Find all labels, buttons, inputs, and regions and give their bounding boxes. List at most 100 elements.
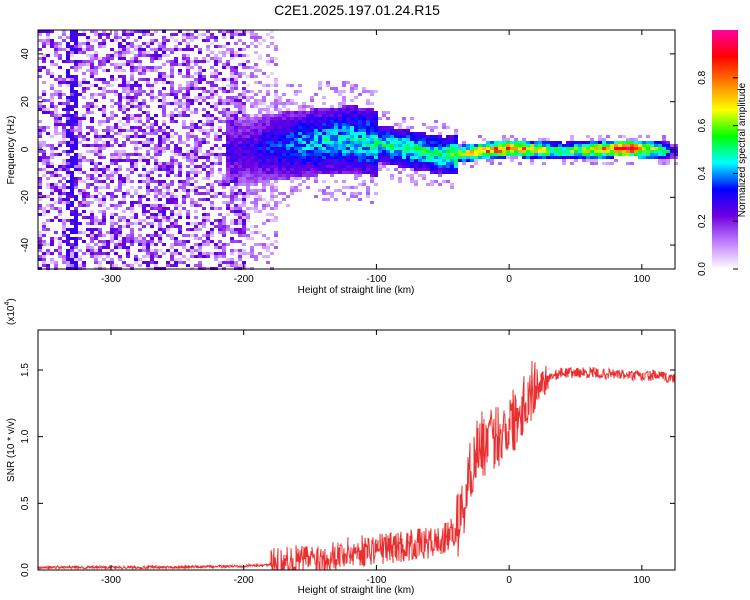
heatmap-cell — [342, 84, 346, 87]
heatmap-cell — [318, 111, 322, 114]
heatmap-cell — [58, 168, 62, 171]
heatmap-cell — [214, 156, 218, 159]
heatmap-cell — [170, 117, 174, 120]
heatmap-cell — [134, 141, 138, 144]
heatmap-cell — [598, 153, 602, 156]
heatmap-cell — [50, 186, 54, 189]
heatmap-cell — [170, 213, 174, 216]
heatmap-cell — [94, 144, 98, 147]
heatmap-cell — [326, 111, 330, 114]
heatmap-cell — [350, 144, 354, 147]
heatmap-cell — [206, 117, 210, 120]
heatmap-cell — [262, 138, 266, 141]
heatmap-cell — [126, 138, 130, 141]
heatmap-cell — [142, 78, 146, 81]
heatmap-cell — [74, 237, 78, 240]
heatmap-cell — [206, 237, 210, 240]
heatmap-cell — [650, 153, 654, 156]
heatmap-cell — [598, 141, 602, 144]
heatmap-cell — [170, 192, 174, 195]
heatmap-cell — [410, 177, 414, 180]
heatmap-cell — [358, 144, 362, 147]
heatmap-cell — [122, 84, 126, 87]
heatmap-cell — [62, 129, 66, 132]
heatmap-cell — [42, 159, 46, 162]
heatmap-cell — [218, 117, 222, 120]
heatmap-cell — [178, 147, 182, 150]
heatmap-cell — [346, 81, 350, 84]
heatmap-cell — [454, 132, 458, 135]
heatmap-cell — [130, 90, 134, 93]
heatmap-cell — [338, 135, 342, 138]
heatmap-cell — [214, 243, 218, 246]
heatmap-cell — [530, 153, 534, 156]
heatmap-cell — [198, 138, 202, 141]
heatmap-cell — [130, 114, 134, 117]
heatmap-cell — [270, 183, 274, 186]
heatmap-cell — [134, 135, 138, 138]
heatmap-cell — [398, 177, 402, 180]
heatmap-cell — [142, 195, 146, 198]
heatmap-cell — [178, 243, 182, 246]
heatmap-cell — [314, 144, 318, 147]
heatmap-cell — [286, 165, 290, 168]
heatmap-cell — [222, 108, 226, 111]
heatmap-cell — [378, 162, 382, 165]
heatmap-cell — [138, 90, 142, 93]
heatmap-cell — [186, 210, 190, 213]
heatmap-cell — [238, 135, 242, 138]
heatmap-cell — [186, 36, 190, 39]
heatmap-cell — [270, 144, 274, 147]
heatmap-cell — [250, 168, 254, 171]
heatmap-cell — [242, 177, 246, 180]
heatmap-cell — [258, 138, 262, 141]
heatmap-cell — [670, 147, 674, 150]
heatmap-cell — [446, 147, 450, 150]
heatmap-cell — [98, 210, 102, 213]
heatmap-cell — [114, 39, 118, 42]
heatmap-cell — [270, 174, 274, 177]
heatmap-cell — [226, 264, 230, 267]
heatmap-cell — [110, 57, 114, 60]
heatmap-cell — [242, 222, 246, 225]
heatmap-cell — [434, 156, 438, 159]
heatmap-cell — [146, 255, 150, 258]
heatmap-cell — [282, 156, 286, 159]
heatmap-cell — [122, 216, 126, 219]
heatmap-cell — [162, 114, 166, 117]
heatmap-cell — [254, 99, 258, 102]
heatmap-cell — [166, 249, 170, 252]
heatmap-cell — [322, 171, 326, 174]
heatmap-cell — [458, 159, 462, 162]
heatmap-cell — [238, 177, 242, 180]
heatmap-cell — [218, 171, 222, 174]
heatmap-cell — [442, 144, 446, 147]
heatmap-cell — [254, 198, 258, 201]
heatmap-cell — [174, 195, 178, 198]
heatmap-cell — [362, 171, 366, 174]
heatmap-cell — [78, 120, 82, 123]
heatmap-cell — [130, 240, 134, 243]
heatmap-cell — [154, 198, 158, 201]
heatmap-cell — [302, 147, 306, 150]
heatmap-cell — [66, 174, 70, 177]
heatmap-cell — [114, 63, 118, 66]
heatmap-cell — [66, 237, 70, 240]
heatmap-cell — [126, 81, 130, 84]
heatmap-cell — [58, 186, 62, 189]
heatmap-cell — [510, 156, 514, 159]
heatmap-cell — [402, 117, 406, 120]
heatmap-cell — [290, 171, 294, 174]
heatmap-cell — [246, 171, 250, 174]
heatmap-cell — [258, 150, 262, 153]
heatmap-cell — [86, 177, 90, 180]
heatmap-cell — [238, 30, 242, 33]
heatmap-cell — [586, 135, 590, 138]
heatmap-cell — [62, 192, 66, 195]
heatmap-cell — [210, 240, 214, 243]
heatmap-cell — [562, 147, 566, 150]
heatmap-cell — [362, 159, 366, 162]
heatmap-cell — [330, 156, 334, 159]
heatmap-cell — [290, 186, 294, 189]
heatmap-cell — [122, 246, 126, 249]
